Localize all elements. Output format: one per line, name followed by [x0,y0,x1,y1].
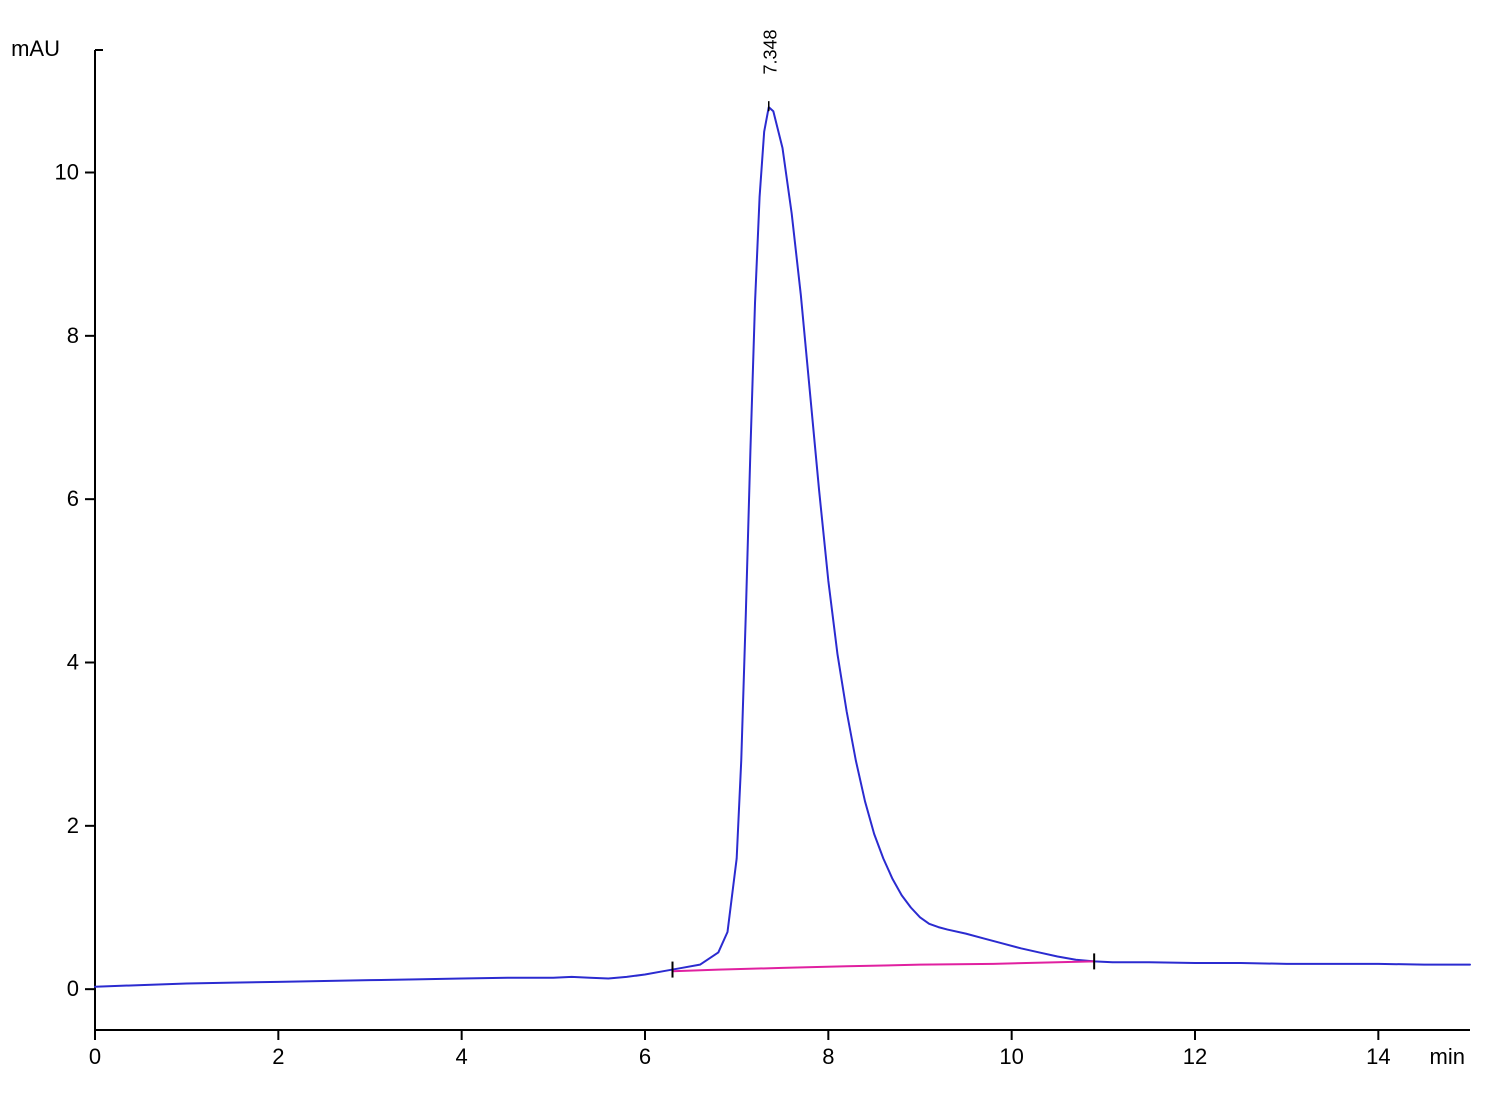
peak-label: 7.348 [761,29,781,74]
x-axis-label: min [1430,1044,1465,1069]
x-tick-label: 10 [999,1044,1023,1069]
x-tick-label: 8 [822,1044,834,1069]
y-tick-label: 6 [67,486,79,511]
x-tick-label: 14 [1366,1044,1390,1069]
x-tick-label: 12 [1183,1044,1207,1069]
x-tick-label: 4 [456,1044,468,1069]
y-tick-label: 0 [67,976,79,1001]
x-tick-label: 6 [639,1044,651,1069]
x-tick-label: 2 [272,1044,284,1069]
y-tick-label: 4 [67,650,79,675]
y-tick-label: 8 [67,323,79,348]
chromatogram-chart: 0 2 4 6 8 10 0 2 4 6 8 10 12 14 mAU min 7.348 [0,0,1500,1100]
y-axis-label: mAU [11,36,60,61]
y-tick-label: 2 [67,813,79,838]
y-tick-label: 10 [55,160,79,185]
chart-svg: 0 2 4 6 8 10 0 2 4 6 8 10 12 14 mAU min 7.348 [0,0,1500,1100]
x-tick-label: 0 [89,1044,101,1069]
